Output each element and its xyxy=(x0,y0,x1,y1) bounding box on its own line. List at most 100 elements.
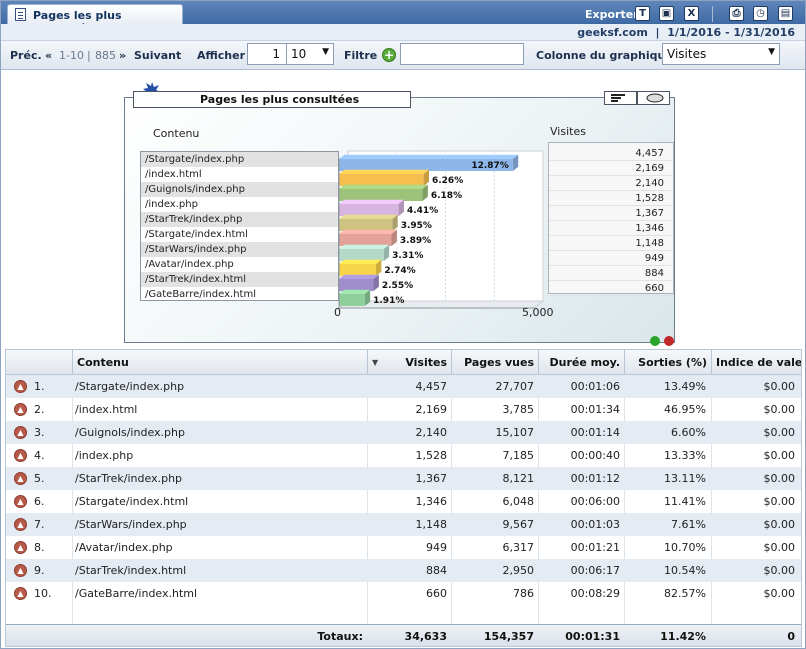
schedule-icon[interactable]: ◷ xyxy=(753,6,768,21)
table-row[interactable]: ▲ 4. /index.php 1,528 7,185 00:00:40 13.33% $0.… xyxy=(6,444,801,467)
column-header-avg-duration[interactable]: Durée moy. xyxy=(538,350,624,375)
table-row[interactable]: ▲ 3. /Guignols/index.php 2,140 15,107 00:01:1… xyxy=(6,421,801,444)
bar-top xyxy=(339,289,371,294)
expand-row-icon[interactable]: ▲ xyxy=(14,587,27,600)
table-row[interactable]: ▲ 8. /Avatar/index.php 949 6,317 00:01:21 10.7… xyxy=(6,536,801,559)
print-icon[interactable]: ⎙ xyxy=(729,6,744,21)
row-avg-duration: 00:01:12 xyxy=(570,472,620,485)
category-label: /index.php xyxy=(145,199,198,210)
row-visits: 1,528 xyxy=(415,449,448,462)
row-page[interactable]: /StarTrek/index.php xyxy=(75,472,183,485)
column-header-visits-label: Visites xyxy=(405,356,447,369)
totals-visits: 34,633 xyxy=(404,630,447,643)
expand-row-icon[interactable]: ▲ xyxy=(14,403,27,416)
row-avg-duration: 00:00:40 xyxy=(570,449,620,462)
table-row[interactable]: ▲ 7. /StarWars/index.php 1,148 9,567 00:01:03… xyxy=(6,513,801,536)
bar-side xyxy=(422,184,428,201)
totals-avg-duration: 00:01:31 xyxy=(565,630,620,643)
value-label: 2,169 xyxy=(549,161,673,176)
filter-label: Filtre xyxy=(344,49,378,62)
bar xyxy=(339,189,423,201)
site-name: geeksf.com xyxy=(577,26,648,39)
table-row[interactable]: ▲ 5. /StarTrek/index.php 1,367 8,121 00:01:12… xyxy=(6,467,801,490)
column-header-page-views[interactable]: Pages vues xyxy=(451,350,538,375)
expand-row-icon[interactable]: ▲ xyxy=(14,495,27,508)
row-exits: 13.49% xyxy=(664,380,706,393)
expand-row-icon[interactable]: ▲ xyxy=(14,518,27,531)
category-label: /Stargate/index.php xyxy=(141,152,338,167)
add-filter-icon[interactable]: + xyxy=(382,48,396,62)
site-separator: | xyxy=(655,26,660,39)
category-label: /Stargate/index.html xyxy=(145,229,248,240)
save-icon[interactable]: ▤ xyxy=(778,6,793,21)
row-avg-duration: 00:01:03 xyxy=(570,518,620,531)
pie-chart-icon xyxy=(646,93,664,103)
column-header-content[interactable]: Contenu xyxy=(72,350,367,375)
expand-row-icon[interactable]: ▲ xyxy=(14,426,27,439)
rows-per-page-select[interactable]: 10 ▼ xyxy=(286,43,334,65)
pie-view-button[interactable] xyxy=(637,91,670,105)
category-label: /StarTrek/index.php xyxy=(141,212,338,227)
row-exits: 82.57% xyxy=(664,587,706,600)
filter-input[interactable] xyxy=(400,43,524,65)
column-header-visits[interactable]: ▼ Visites xyxy=(367,350,451,375)
bar-percent-label: 3.89% xyxy=(400,236,431,246)
bar xyxy=(339,219,393,231)
value-label: 949 xyxy=(549,251,673,266)
table-row[interactable]: ▲ 1. /Stargate/index.php 4,457 27,707 00:01:0… xyxy=(6,375,801,398)
row-page[interactable]: /Avatar/index.php xyxy=(75,541,173,554)
table-row[interactable]: ▲ 2. /index.html 2,169 3,785 00:01:34 46.95% $0… xyxy=(6,398,801,421)
expand-row-icon[interactable]: ▲ xyxy=(14,449,27,462)
row-page[interactable]: /index.php xyxy=(75,449,134,462)
row-value-index: $0.00 xyxy=(763,449,796,462)
row-page[interactable]: /Stargate/index.php xyxy=(75,380,185,393)
chart-title: Pages les plus consultées xyxy=(200,93,360,106)
column-divider xyxy=(711,375,712,624)
row-page[interactable]: /StarWars/index.php xyxy=(75,518,187,531)
bar-percent-label: 12.87% xyxy=(471,161,509,171)
row-rank: 2. xyxy=(34,403,45,416)
previous-arrow-icon[interactable]: « xyxy=(45,49,53,62)
next-label[interactable]: Suivant xyxy=(134,49,182,62)
row-visits: 1,148 xyxy=(415,518,448,531)
column-header-exits[interactable]: Sorties (%) xyxy=(624,350,711,375)
bar xyxy=(339,204,399,216)
bar-percent-label: 3.31% xyxy=(392,251,423,261)
row-value-index: $0.00 xyxy=(763,380,796,393)
table-row[interactable]: ▲ 10. /GateBarre/index.html 660 786 00:08:29 8… xyxy=(6,582,801,605)
total-count: 885 xyxy=(95,49,116,62)
image-export-icon[interactable]: ▣ xyxy=(659,6,674,21)
chart-column-select[interactable]: Visites ▼ xyxy=(662,43,780,65)
bar-view-button[interactable] xyxy=(604,91,637,105)
bar xyxy=(339,249,384,261)
row-page[interactable]: /Stargate/index.html xyxy=(75,495,189,508)
bar xyxy=(339,264,377,276)
row-page[interactable]: /Guignols/index.php xyxy=(75,426,185,439)
bar-chart-icon xyxy=(611,94,625,102)
expand-row-icon[interactable]: ▲ xyxy=(14,472,27,485)
row-rank: 4. xyxy=(34,449,45,462)
next-arrow-icon[interactable]: » xyxy=(119,49,127,62)
expand-row-icon[interactable]: ▲ xyxy=(14,380,27,393)
table-row[interactable]: ▲ 9. /StarTrek/index.html 884 2,950 00:06:17 1… xyxy=(6,559,801,582)
x-tick-label: 5,000 xyxy=(522,306,554,319)
table-row[interactable]: ▲ 6. /Stargate/index.html 1,346 6,048 00:06:0… xyxy=(6,490,801,513)
report-tab[interactable]: Pages les plus consultées xyxy=(7,4,183,35)
expand-row-icon[interactable]: ▲ xyxy=(14,564,27,577)
row-page[interactable]: /GateBarre/index.html xyxy=(75,587,198,600)
value-label: 660 xyxy=(549,281,673,296)
page-number-input[interactable]: 1 xyxy=(247,43,287,65)
row-page[interactable]: /StarTrek/index.html xyxy=(75,564,187,577)
expand-row-icon[interactable]: ▲ xyxy=(14,541,27,554)
row-rank: 9. xyxy=(34,564,45,577)
column-divider xyxy=(451,375,452,624)
bar-percent-label: 6.26% xyxy=(432,176,463,186)
excel-export-icon[interactable]: X xyxy=(684,6,699,21)
row-visits: 1,346 xyxy=(415,495,448,508)
column-header-value-index[interactable]: Indice de valeur xyxy=(711,350,801,375)
previous-label[interactable]: Préc. xyxy=(10,49,42,62)
row-page[interactable]: /index.html xyxy=(75,403,138,416)
bar-top xyxy=(339,229,397,234)
text-export-icon[interactable]: T xyxy=(635,6,650,21)
row-visits: 660 xyxy=(426,587,447,600)
